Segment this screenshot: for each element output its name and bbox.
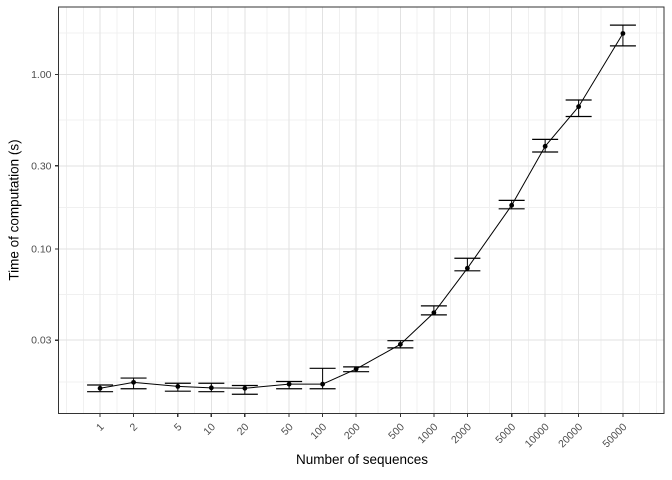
x-tick-label: 10 (201, 421, 218, 438)
y-tick-label: 1.00 (31, 69, 52, 81)
data-point (175, 384, 181, 389)
x-tick-label: 1000 (415, 421, 440, 446)
x-tick-label: 10000 (523, 421, 552, 450)
x-tick-label: 50 (279, 421, 296, 438)
grid-major (58, 7, 664, 414)
data-point (397, 341, 403, 347)
data-point (353, 366, 359, 372)
y-tick-labels: 0.03 0.10 0.30 1.00 (31, 69, 52, 347)
data-point (286, 381, 292, 387)
x-tick-label: 200 (342, 421, 363, 442)
x-tick-label: 1 (94, 421, 107, 434)
data-point (542, 143, 548, 149)
x-tick-label: 5 (172, 421, 185, 434)
axis-tick-marks (55, 73, 624, 417)
x-tick-label: 50000 (600, 421, 629, 450)
y-axis-title: Time of computation (s) (6, 139, 22, 281)
y-tick-label: 0.30 (31, 160, 52, 172)
data-point (208, 385, 214, 391)
x-axis-title: Number of sequences (295, 452, 429, 467)
data-point (242, 385, 248, 391)
x-tick-labels: 1 2 5 10 20 50 100 200 500 1000 2000 5000 10000 20000… (94, 421, 630, 450)
x-tick-label: 20000 (556, 421, 585, 450)
x-tick-label: 5000 (493, 421, 518, 446)
x-tick-label: 2 (128, 421, 141, 434)
data-point (320, 381, 326, 387)
panel-border (57, 6, 665, 415)
data-point (131, 379, 136, 385)
data-points (97, 31, 626, 391)
panel-background (58, 7, 664, 414)
x-tick-label: 100 (308, 421, 329, 442)
data-point (431, 310, 437, 316)
data-point (464, 265, 470, 271)
data-point (576, 104, 582, 110)
x-tick-label: 2000 (449, 421, 474, 446)
data-point (620, 31, 626, 36)
x-tick-label: 20 (235, 421, 252, 438)
x-tick-label: 500 (386, 421, 407, 442)
y-tick-label: 0.10 (31, 243, 52, 255)
data-point (97, 385, 103, 391)
y-tick-label: 0.03 (31, 335, 52, 347)
data-point (509, 202, 515, 208)
